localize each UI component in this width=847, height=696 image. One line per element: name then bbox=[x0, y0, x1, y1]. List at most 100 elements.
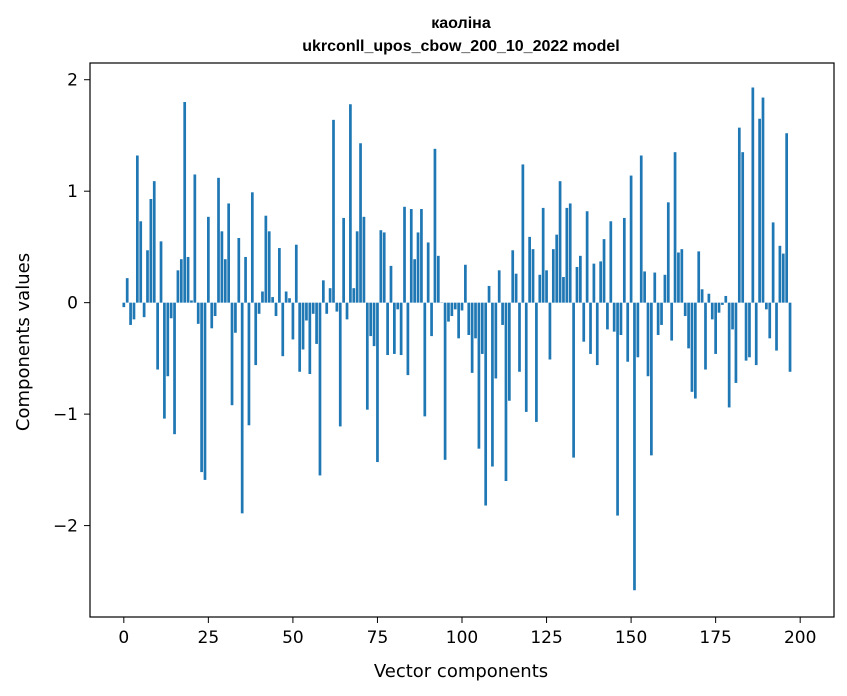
bar-91 bbox=[430, 302, 433, 337]
bar-116 bbox=[514, 273, 518, 303]
bar-186 bbox=[751, 87, 755, 303]
bar-85 bbox=[409, 209, 413, 303]
bar-113 bbox=[504, 302, 508, 482]
x-tick-label: 0 bbox=[118, 628, 129, 648]
bar-8 bbox=[149, 198, 153, 303]
bar-171 bbox=[700, 289, 704, 303]
bar-55 bbox=[308, 302, 312, 374]
bar-142 bbox=[602, 239, 606, 303]
bar-46 bbox=[278, 248, 281, 303]
bar-126 bbox=[548, 302, 552, 360]
bar-17 bbox=[179, 259, 183, 303]
bar-114 bbox=[507, 302, 511, 401]
bar-180 bbox=[731, 302, 734, 330]
bar-150 bbox=[629, 175, 633, 303]
bar-56 bbox=[311, 302, 315, 314]
bar-162 bbox=[670, 302, 674, 341]
bar-39 bbox=[254, 302, 258, 366]
bar-25 bbox=[207, 216, 210, 303]
bar-49 bbox=[288, 298, 291, 303]
bar-106 bbox=[480, 302, 484, 354]
bar-67 bbox=[349, 104, 352, 303]
bar-78 bbox=[386, 302, 389, 356]
bar-5 bbox=[139, 221, 143, 303]
x-tick-label: 75 bbox=[367, 628, 389, 648]
bar-11 bbox=[159, 241, 163, 303]
bar-76 bbox=[379, 230, 383, 303]
bar-158 bbox=[656, 302, 660, 335]
bar-138 bbox=[589, 302, 592, 354]
bar-61 bbox=[328, 288, 332, 303]
bar-134 bbox=[575, 266, 579, 303]
bar-155 bbox=[646, 302, 650, 377]
y-axis-ticks: 2 1 0 −1 −2 bbox=[53, 71, 90, 537]
bar-4 bbox=[135, 155, 139, 303]
bar-164 bbox=[677, 252, 680, 303]
bar-140 bbox=[595, 302, 599, 366]
y-tick-label: −2 bbox=[53, 517, 78, 537]
bar-100 bbox=[460, 302, 464, 311]
bar-88 bbox=[420, 209, 423, 303]
bar-128 bbox=[555, 234, 559, 303]
x-axis-ticks: 0 25 50 75 100 125 150 175 200 bbox=[118, 617, 816, 648]
x-tick-label: 175 bbox=[699, 628, 731, 648]
bar-123 bbox=[538, 274, 542, 303]
bar-38 bbox=[250, 192, 254, 303]
bar-192 bbox=[771, 222, 775, 303]
bar-124 bbox=[541, 207, 545, 303]
bar-81 bbox=[396, 302, 400, 310]
bar-62 bbox=[332, 119, 335, 303]
bar-74 bbox=[372, 302, 376, 347]
bar-60 bbox=[325, 302, 329, 314]
bar-19 bbox=[186, 256, 190, 303]
bar-79 bbox=[389, 265, 393, 303]
bar-54 bbox=[305, 302, 308, 321]
bar-183 bbox=[741, 152, 745, 303]
bar-13 bbox=[166, 302, 170, 377]
bar-89 bbox=[423, 302, 427, 417]
bar-133 bbox=[572, 302, 575, 458]
bar-37 bbox=[247, 302, 251, 426]
bar-146 bbox=[616, 302, 619, 516]
bar-161 bbox=[666, 202, 670, 303]
bar-21 bbox=[193, 174, 197, 303]
bar-154 bbox=[643, 271, 646, 303]
bar-53 bbox=[301, 302, 305, 350]
bar-66 bbox=[345, 302, 349, 320]
bar-41 bbox=[261, 291, 264, 303]
bar-112 bbox=[501, 302, 504, 325]
bar-170 bbox=[697, 251, 701, 303]
bar-173 bbox=[707, 293, 711, 303]
bar-72 bbox=[365, 302, 369, 410]
bar-52 bbox=[298, 302, 302, 372]
bar-139 bbox=[592, 263, 596, 303]
bar-172 bbox=[704, 302, 707, 370]
bar-7 bbox=[146, 250, 149, 303]
bar-157 bbox=[653, 272, 657, 303]
bar-117 bbox=[518, 302, 521, 372]
bar-176 bbox=[717, 302, 721, 313]
bar-28 bbox=[217, 177, 220, 303]
bar-69 bbox=[355, 231, 359, 303]
bar-70 bbox=[359, 143, 362, 303]
bar-153 bbox=[639, 155, 643, 303]
bar-137 bbox=[585, 211, 589, 303]
bar-75 bbox=[376, 302, 379, 463]
bar-51 bbox=[294, 244, 298, 303]
bar-42 bbox=[264, 215, 268, 303]
bar-143 bbox=[606, 302, 609, 330]
bar-33 bbox=[234, 302, 237, 333]
bar-18 bbox=[183, 102, 187, 303]
chart-title-line2: ukrconll_upos_cbow_200_10_2022 model bbox=[302, 38, 619, 55]
plot-frame bbox=[89, 62, 835, 618]
bar-32 bbox=[230, 302, 234, 406]
bar-193 bbox=[775, 302, 778, 351]
bar-145 bbox=[612, 302, 616, 332]
bar-30 bbox=[223, 259, 227, 303]
bar-163 bbox=[673, 152, 677, 303]
bar-181 bbox=[734, 302, 738, 383]
bar-87 bbox=[416, 232, 420, 303]
bar-40 bbox=[257, 302, 261, 314]
bar-174 bbox=[710, 302, 714, 320]
